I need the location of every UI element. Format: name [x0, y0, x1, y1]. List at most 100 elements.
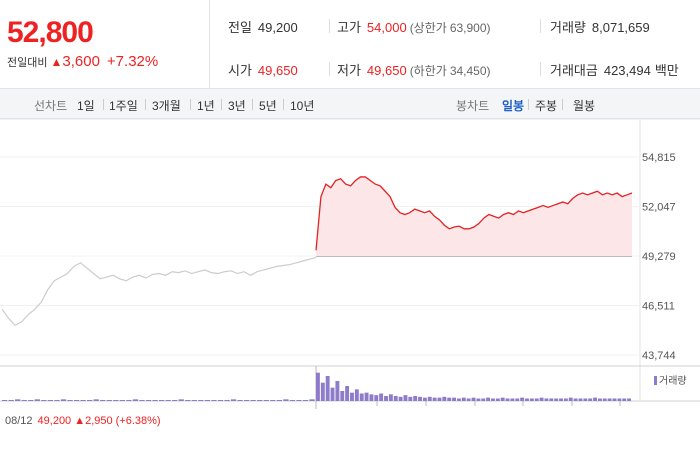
up-arrow-icon: ▲ [50, 55, 63, 69]
prev-day-volume-bar [139, 400, 145, 401]
prev-day-change-percent: (+6.38%) [115, 415, 161, 427]
today-volume-bar [320, 382, 325, 401]
price-box: 52,800 전일대비 ▲3,600 +7.32% [0, 0, 210, 89]
prev-day-volume-bar [152, 400, 158, 401]
prev-day-volume-bar [159, 400, 165, 401]
y-tick-label: 46,511 [642, 301, 675, 313]
period-3m-tab[interactable]: 3개월 [152, 99, 181, 113]
today-volume-bar [476, 398, 481, 401]
prev-day-volume-bar [47, 400, 54, 401]
y-tick-label: 43,744 [642, 350, 676, 362]
prev-day-volume-bar [60, 399, 67, 401]
prev-day-volume-bar [119, 400, 125, 401]
today-volume-bar [627, 398, 632, 401]
prev-day-volume-bar [230, 399, 237, 401]
today-volume-bar [510, 398, 515, 401]
prev-day-volume-bar [172, 400, 178, 401]
volume-value: 8,071,659 [591, 20, 650, 35]
prev-day-volume-bar [257, 400, 263, 401]
volume-bars [2, 372, 632, 401]
divider [103, 99, 104, 110]
today-volume-bar [471, 397, 476, 401]
today-volume-bar [418, 396, 422, 401]
prev-day-volume-bar [191, 400, 197, 401]
today-volume-bar [330, 387, 335, 401]
today-volume-bar [403, 395, 408, 401]
prev-day-volume-bar [126, 400, 132, 401]
prev-day-volume-bar [100, 400, 106, 401]
volume-label: 거래량 [550, 20, 586, 35]
prev-day-volume-bar [237, 400, 243, 401]
prev-day-volume-bar [34, 399, 40, 401]
lower-limit-label: (하한가 [409, 64, 447, 78]
line-chart-label: 선차트 [34, 99, 68, 113]
high-label: 고가 [337, 20, 361, 35]
today-volume-bar [583, 398, 588, 401]
prev-day-volume-bar [145, 400, 152, 401]
divider [190, 99, 191, 110]
prev-day-volume-bar [28, 400, 34, 401]
open-value: 49,650 [257, 63, 298, 78]
prev-day-volume-bar [276, 400, 282, 401]
prev-close-label: 전일 [228, 20, 252, 35]
price-chart[interactable]: 54,81552,04749,27946,51143,74408/1310:00… [0, 119, 700, 415]
candle-monthly-tab[interactable]: 월봉 [573, 99, 596, 113]
prev-day-volume-bar [270, 400, 276, 401]
axis-labels: 54,81552,04749,27946,51143,74408/1310:00… [642, 152, 676, 362]
prev-day-volume-bar [2, 400, 8, 401]
today-volume-bar [486, 397, 491, 401]
prev-day-volume-bar [211, 400, 217, 401]
prev-day-volume-bar [67, 400, 73, 401]
today-volume-bar [335, 381, 340, 401]
chart-grid [0, 119, 700, 409]
today-volume-bar [422, 397, 427, 401]
high-price: 고가 54,000 (상한가 63,900) [337, 17, 491, 36]
volume-legend-label: 거래량 [659, 376, 687, 387]
period-1w-tab[interactable]: 1주일 [109, 99, 138, 113]
prev-day-volume-bar [263, 400, 269, 401]
period-1d-tab[interactable]: 1일 [77, 99, 95, 113]
today-volume-bar [563, 398, 568, 401]
lower-limit-value: 34,450) [449, 64, 491, 78]
period-1y-tab[interactable]: 1년 [197, 99, 215, 113]
divider [540, 62, 541, 76]
period-3y-tab[interactable]: 3년 [228, 99, 246, 113]
today-volume-bar [617, 398, 622, 401]
period-5y-tab[interactable]: 5년 [259, 99, 277, 113]
current-price: 52,800 [7, 16, 94, 49]
today-series [315, 176, 633, 257]
volume-legend-swatch [654, 376, 657, 385]
upper-limit-value: 63,900) [449, 21, 491, 35]
prev-day-volume-bar [178, 399, 184, 401]
today-volume-bar [534, 398, 539, 401]
candle-daily-tab[interactable]: 일봉 [502, 99, 525, 113]
prev-day-volume-bar [73, 400, 80, 401]
today-volume-bar [597, 398, 602, 401]
prev-day-volume-bar [132, 399, 139, 401]
prev-day-volume-bar [87, 400, 93, 401]
today-volume-bar [354, 389, 359, 401]
today-volume-bar [607, 398, 612, 401]
candle-chart-label: 봉차트 [456, 99, 490, 113]
prev-day-volume-bar [309, 399, 315, 401]
prev-day-volume-bar [217, 400, 224, 401]
today-volume-bar [369, 394, 374, 401]
volume-legend: 거래량 [654, 372, 687, 387]
period-10y-tab[interactable]: 10년 [290, 99, 315, 113]
candle-weekly-tab[interactable]: 주봉 [535, 99, 558, 113]
prev-day-volume-bar [21, 400, 27, 401]
prev-day-volume-bar [283, 399, 289, 401]
low-price: 저가 49,650 (하한가 34,450) [337, 60, 491, 79]
today-volume-bar [593, 397, 597, 401]
today-volume-bar [588, 398, 593, 401]
prev-day-volume-bar [289, 400, 296, 401]
open-label: 시가 [228, 63, 252, 78]
today-volume-bar [461, 397, 466, 401]
today-volume-bar [345, 386, 350, 401]
today-volume-bar [544, 398, 549, 401]
prev-day-volume-bar [54, 400, 60, 401]
prev-day-line [1, 256, 317, 327]
prev-day-volume-bar [224, 400, 230, 401]
divider [221, 99, 222, 110]
today-volume-bar [539, 397, 544, 401]
